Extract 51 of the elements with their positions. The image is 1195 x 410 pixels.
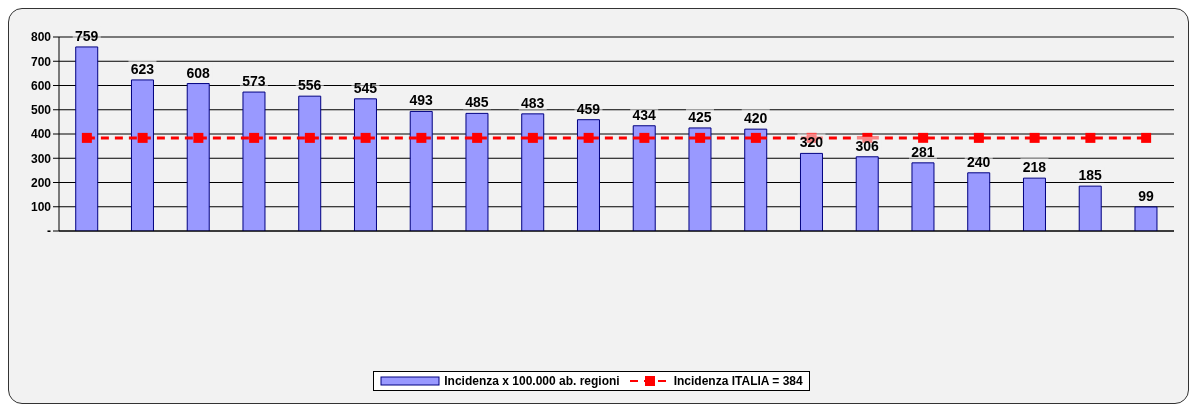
data-label: 608 [186, 64, 211, 81]
bar [521, 113, 545, 231]
bar [967, 172, 991, 231]
data-label: 306 [855, 137, 880, 154]
data-label: 485 [465, 94, 489, 111]
data-label: 623 [130, 60, 155, 77]
y-tick-label: 100 [30, 200, 52, 215]
data-label: 434 [632, 106, 657, 123]
bar [632, 125, 656, 231]
y-tick-label: 400 [30, 127, 52, 142]
data-label: 425 [688, 108, 712, 125]
data-label: 240 [967, 153, 991, 170]
data-label: 459 [576, 100, 601, 117]
bar [1022, 177, 1046, 231]
y-tick-label: 200 [30, 175, 52, 190]
bar [75, 46, 99, 231]
legend-label: Incidenza x 100.000 ab. regioni [443, 374, 620, 388]
bar [1078, 185, 1102, 231]
data-label: 759 [75, 27, 99, 44]
data-label: 281 [911, 143, 935, 160]
data-label: 185 [1078, 167, 1103, 184]
legend-label: Incidenza ITALIA = 384 [672, 374, 803, 388]
y-tick-label: 300 [30, 151, 52, 166]
y-tick-label: 800 [30, 30, 52, 45]
bar [465, 112, 489, 231]
data-label: 218 [1022, 159, 1047, 176]
y-tick-label: - [47, 224, 51, 239]
data-label: 320 [799, 134, 824, 151]
bar [409, 110, 433, 231]
data-label: 99 [1138, 187, 1154, 204]
bar [298, 95, 322, 231]
bar [353, 98, 377, 231]
bar [855, 156, 879, 231]
bar [130, 79, 154, 231]
bar [688, 127, 712, 231]
y-tick-label: 500 [30, 103, 52, 118]
bar [799, 152, 823, 231]
bar [242, 91, 266, 231]
y-tick-label: 600 [30, 78, 52, 93]
bar [186, 83, 210, 231]
bar [911, 162, 935, 231]
y-tick-label: 700 [30, 54, 52, 69]
data-label: 420 [744, 110, 768, 127]
data-label: 556 [298, 77, 322, 94]
data-label: 573 [242, 73, 266, 90]
bar [1134, 206, 1158, 231]
data-label: 493 [409, 92, 434, 109]
data-label: 545 [353, 79, 378, 96]
data-label: 483 [521, 94, 545, 111]
bar [576, 119, 600, 231]
bar [744, 128, 768, 231]
